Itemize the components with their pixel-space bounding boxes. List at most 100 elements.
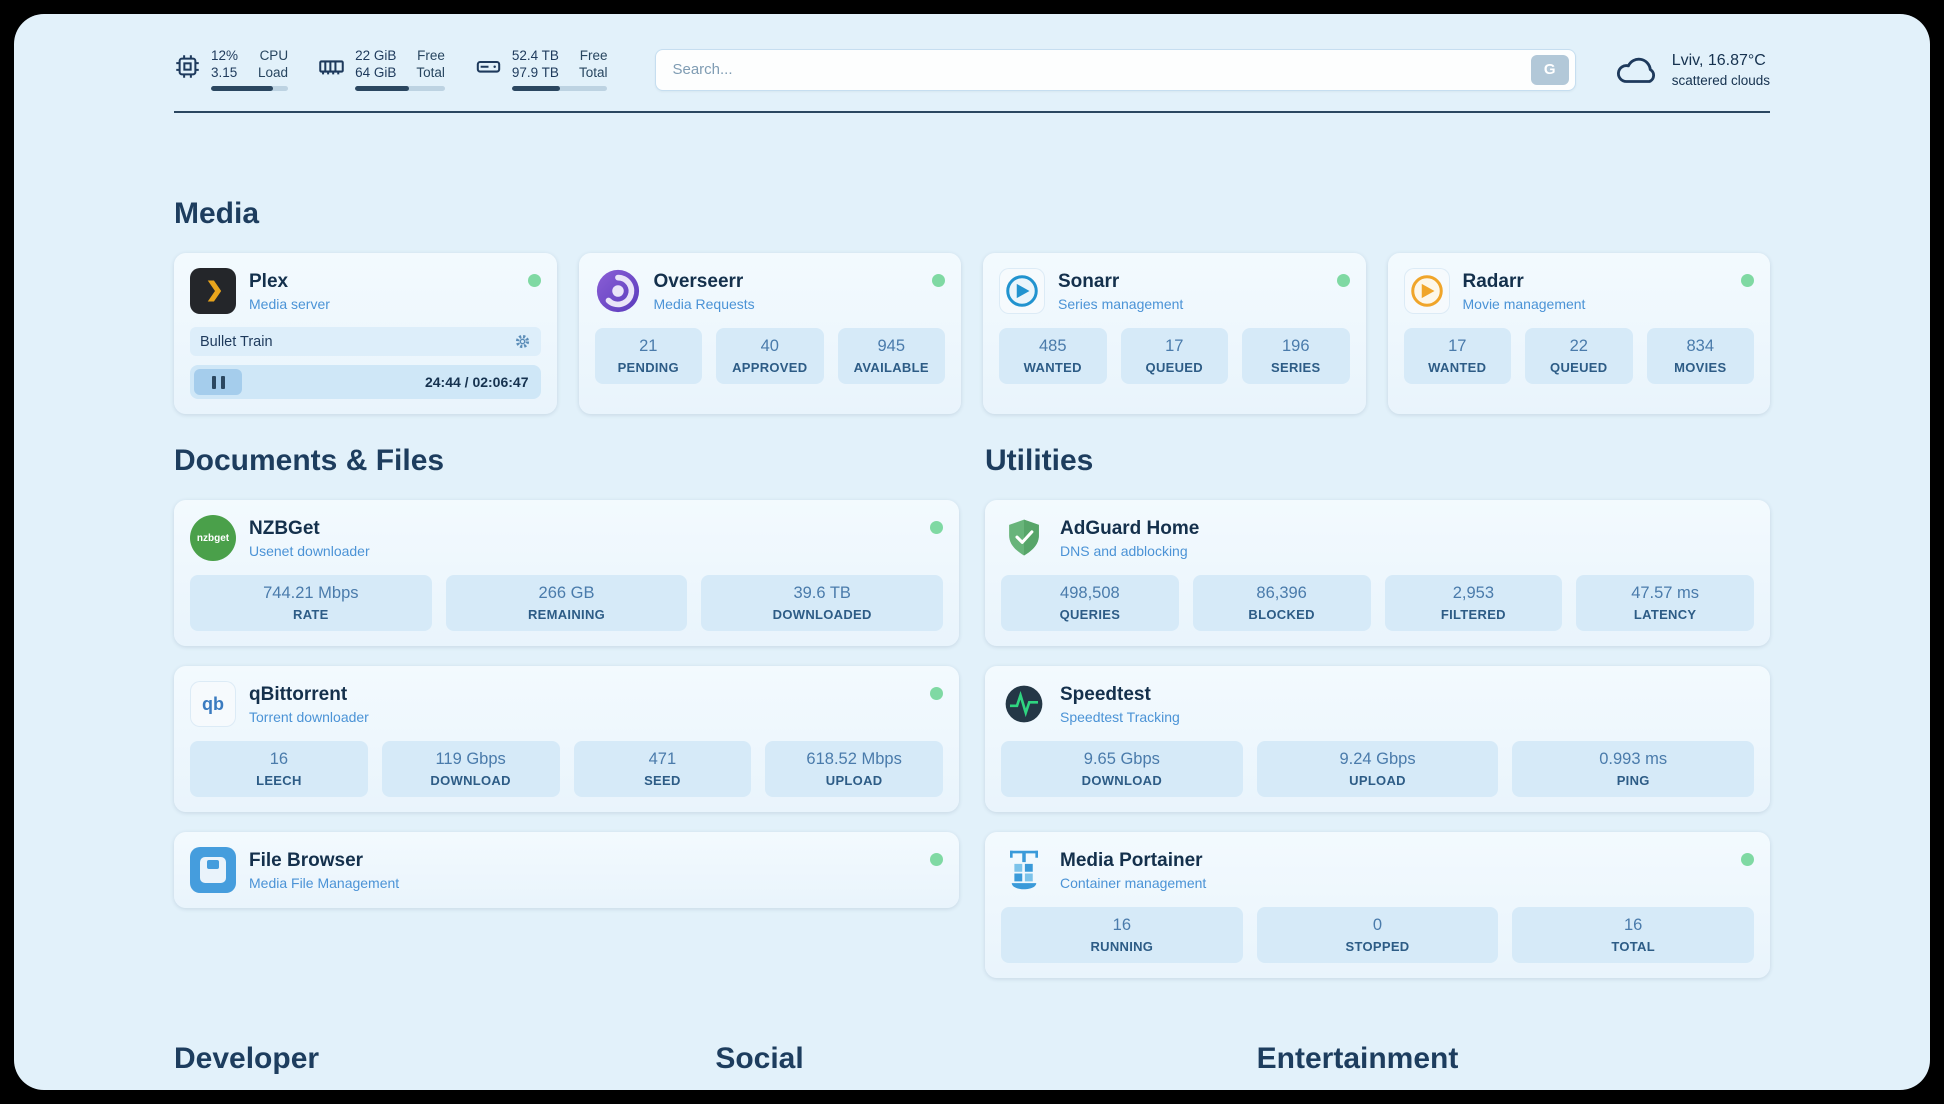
speedtest-card[interactable]: Speedtest Speedtest Tracking 9.65 Gbps D… xyxy=(985,666,1770,812)
stat-label: DOWNLOAD xyxy=(1081,773,1163,788)
app-name: qBittorrent xyxy=(249,683,348,705)
stat-tile: 39.6 TB DOWNLOADED xyxy=(701,575,944,631)
app-subtitle: Movie management xyxy=(1462,295,1586,312)
stat-tile: 266 GB REMAINING xyxy=(445,575,688,631)
cpu-percent: 12% xyxy=(211,48,239,63)
portainer-card[interactable]: Media Portainer Container management 16 … xyxy=(985,832,1770,978)
stat-value: 2,953 xyxy=(1452,584,1495,602)
qbittorrent-icon-text: qb xyxy=(202,693,224,714)
stat-value: 119 Gbps xyxy=(435,750,506,768)
cpu-progress-bar xyxy=(211,86,289,91)
nzbget-icon-text: nzbget xyxy=(196,532,230,544)
cpu-label-top: CPU xyxy=(259,48,289,63)
status-dot xyxy=(1741,274,1754,287)
stat-value: 47.57 ms xyxy=(1631,584,1700,602)
nzbget-icon: nzbget xyxy=(190,515,236,561)
app-subtitle: DNS and adblocking xyxy=(1060,542,1188,559)
app-subtitle: Media server xyxy=(249,295,330,312)
stat-tile: 16 TOTAL xyxy=(1512,907,1755,963)
player-progress-bar[interactable]: 24:44 / 02:06:47 xyxy=(190,365,541,399)
overseerr-card[interactable]: Overseerr Media Requests 21 PENDING 40 A… xyxy=(578,253,961,414)
stat-value: 17 xyxy=(1165,337,1184,355)
stat-label: PING xyxy=(1616,773,1650,788)
gear-icon[interactable] xyxy=(514,333,531,350)
stat-label: LEECH xyxy=(256,773,302,788)
speedtest-icon xyxy=(1001,681,1047,727)
now-playing-row: Bullet Train xyxy=(190,327,541,356)
stat-tile: 2,953 FILTERED xyxy=(1384,575,1563,631)
utilities-section-title: Utilities xyxy=(985,444,1094,477)
stat-value: 39.6 TB xyxy=(793,584,851,602)
app-subtitle: Usenet downloader xyxy=(249,542,370,559)
stat-label: UPLOAD xyxy=(1349,773,1406,788)
app-subtitle: Media File Management xyxy=(249,874,400,891)
stat-tile: 21 PENDING xyxy=(594,328,702,384)
stat-tile: 945 AVAILABLE xyxy=(837,328,945,384)
filebrowser-card[interactable]: File Browser Media File Management xyxy=(174,832,959,908)
stat-tile: 17 WANTED xyxy=(1403,328,1511,384)
ram-label-top: Free xyxy=(417,48,445,63)
stat-label: APPROVED xyxy=(732,360,808,375)
plex-card[interactable]: Plex Media server Bullet Train xyxy=(174,253,557,414)
disk-free: 52.4 TB xyxy=(511,48,559,63)
pause-icon[interactable] xyxy=(194,369,242,395)
status-dot xyxy=(1336,274,1350,287)
developer-section-title: Developer xyxy=(174,1042,320,1075)
app-subtitle: Speedtest Tracking xyxy=(1060,708,1180,725)
stat-tile: 119 Gbps DOWNLOAD xyxy=(381,741,560,797)
radarr-card[interactable]: Radarr Movie management 17 WANTED 22 QUE… xyxy=(1387,253,1770,414)
stat-label: BLOCKED xyxy=(1248,607,1315,622)
player-time: 24:44 / 02:06:47 xyxy=(424,374,529,390)
stat-label: QUEUED xyxy=(1550,360,1608,375)
documents-section-title: Documents & Files xyxy=(174,444,445,477)
plex-icon xyxy=(190,268,236,314)
entertainment-section: Entertainment YT YouTube youtube.com NF … xyxy=(1257,1042,1770,1090)
search-bar[interactable]: G xyxy=(655,48,1576,91)
search-provider-button[interactable]: G xyxy=(1530,54,1569,85)
app-subtitle: Torrent downloader xyxy=(249,708,369,725)
stat-value: 17 xyxy=(1448,337,1467,355)
app-subtitle: Media Requests xyxy=(653,295,755,312)
stat-value: 618.52 Mbps xyxy=(806,750,902,768)
stat-label: MOVIES xyxy=(1674,360,1727,375)
stat-label: REMAINING xyxy=(527,607,606,622)
now-playing-title: Bullet Train xyxy=(200,333,273,350)
nzbget-card[interactable]: nzbget NZBGet Usenet downloader 744.21 M… xyxy=(174,500,959,646)
stat-label: AVAILABLE xyxy=(853,360,929,375)
stat-value: 40 xyxy=(760,337,779,355)
stat-value: 22 xyxy=(1569,337,1588,355)
stat-tile: 0 STOPPED xyxy=(1256,907,1499,963)
stat-label: UPLOAD xyxy=(825,773,883,788)
stat-tile: 47.57 ms LATENCY xyxy=(1576,575,1754,631)
stat-label: FILTERED xyxy=(1440,607,1506,622)
adguard-card[interactable]: AdGuard Home DNS and adblocking 498,508 … xyxy=(985,500,1770,646)
entertainment-section-title: Entertainment xyxy=(1256,1042,1459,1075)
stat-tile: 0.993 ms PING xyxy=(1512,741,1755,797)
stat-value: 0 xyxy=(1372,916,1383,934)
stat-value: 266 GB xyxy=(538,584,595,602)
stat-value: 744.21 Mbps xyxy=(263,584,359,602)
disk-progress-bar xyxy=(511,86,608,91)
stat-value: 0.993 ms xyxy=(1599,750,1668,768)
ram-progress-bar xyxy=(355,86,445,91)
status-dot xyxy=(932,274,945,287)
stat-label: DOWNLOADED xyxy=(772,607,872,622)
stat-tile: 17 QUEUED xyxy=(1120,328,1228,384)
app-name: Overseerr xyxy=(653,270,744,292)
stat-value: 9.65 Gbps xyxy=(1083,750,1160,768)
app-name: AdGuard Home xyxy=(1060,517,1200,539)
search-input[interactable] xyxy=(672,61,1531,78)
top-bar: 12% CPU 3.15 Load 22 GiB Free xyxy=(174,14,1770,91)
disk-widget: 52.4 TB Free 97.9 TB Total xyxy=(475,48,608,91)
stat-value: 86,396 xyxy=(1256,584,1307,602)
stat-label: QUEUED xyxy=(1145,360,1203,375)
social-section-title: Social xyxy=(715,1042,804,1075)
sonarr-card[interactable]: Sonarr Series management 485 WANTED 17 Q… xyxy=(983,253,1366,414)
stat-value: 498,508 xyxy=(1060,584,1120,602)
cpu-label-bottom: Load xyxy=(258,65,289,80)
qbittorrent-card[interactable]: qb qBittorrent Torrent downloader 16 xyxy=(174,666,959,812)
weather-widget: Lviv, 16.87°C scattered clouds xyxy=(1614,52,1770,88)
stat-tile: 744.21 Mbps RATE xyxy=(190,575,432,631)
stat-value: 16 xyxy=(1624,916,1643,934)
app-name: Plex xyxy=(249,270,289,292)
